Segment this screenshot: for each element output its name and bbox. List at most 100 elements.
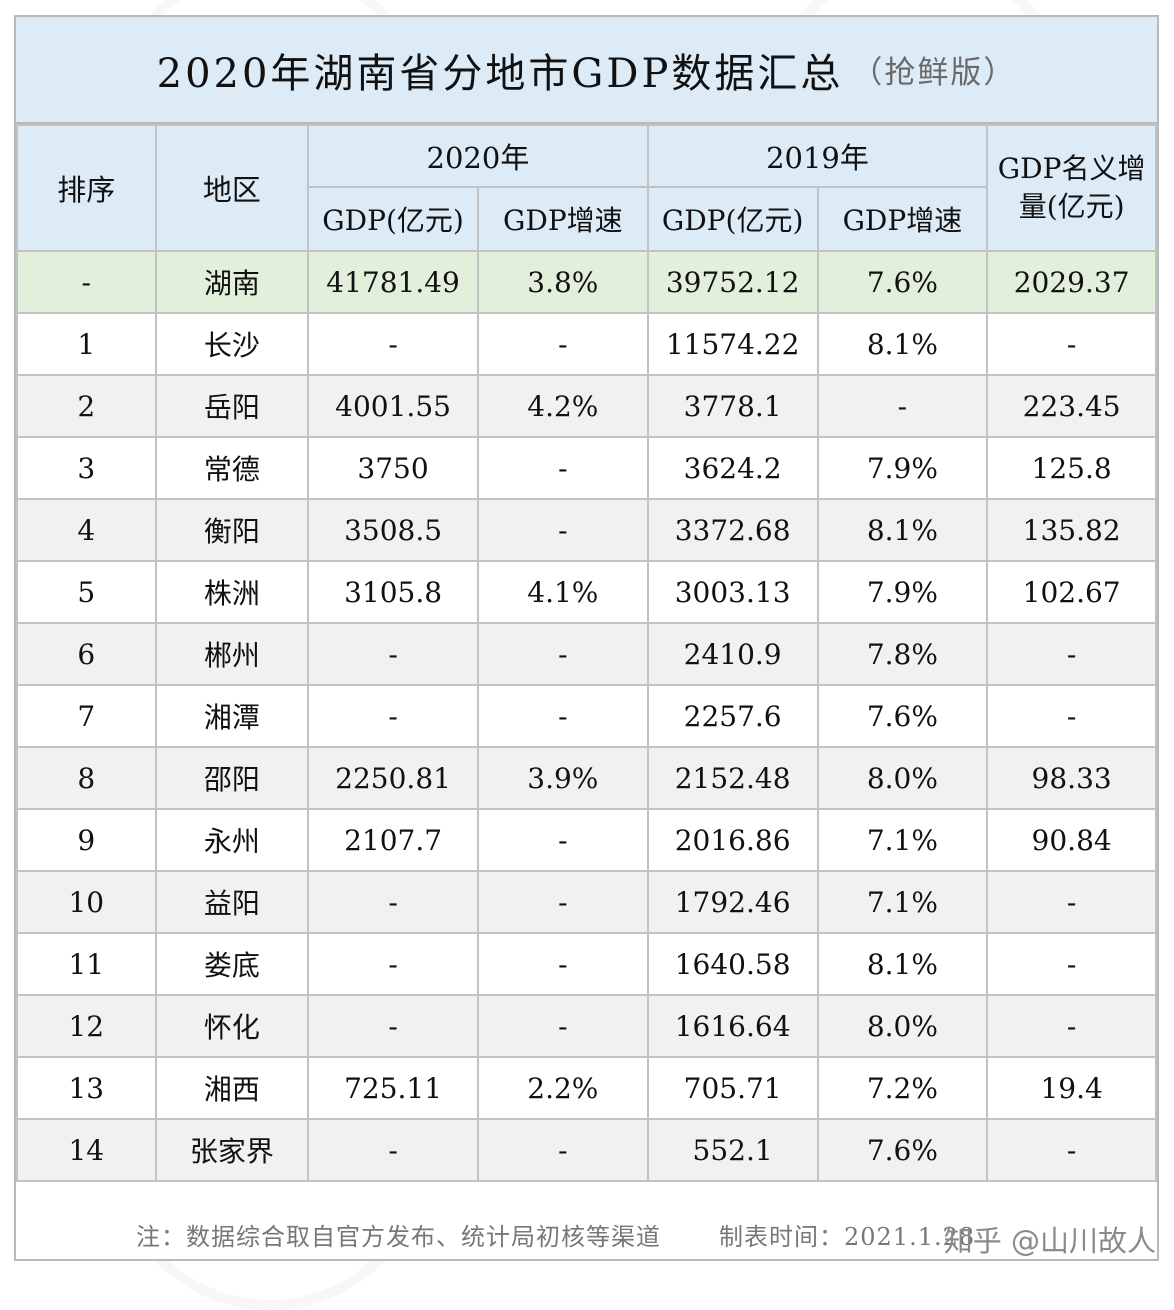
cell-growth-2019: - [816,374,989,438]
cell-gdp-2020: 4001.55 [307,374,479,438]
cell-gdp-2019: 3372.68 [646,498,819,562]
cell-nominal-increase: 90.84 [986,808,1157,872]
cell-gdp-2019: 552.1 [646,1118,819,1182]
table-row: 4 衡阳 3508.5-3372.68 8.1% 135.82 [16,498,1157,562]
cell-rank: 4 [16,498,157,562]
cell-nominal-increase: - [986,312,1157,376]
table-row: 13 湘西 725.11 2.2% 705.71 7.2% 19.4 [16,1056,1157,1120]
cell-nominal-increase: - [986,994,1157,1058]
cell-gdp-2020: - [307,994,479,1058]
cell-gdp-2019: 2257.6 [646,684,819,748]
cell-region: 岳阳 [154,374,310,438]
cell-growth-2020: - [476,808,649,872]
table-row: 12 怀化 - -1616.64 8.0% - [16,994,1157,1058]
cell-gdp-2020: - [307,622,479,686]
table-date: 制表时间：2021.1.28 [719,1223,976,1251]
cell-growth-2020: 3.9% [476,746,649,810]
table-row: 1 长沙 - -11574.22 8.1% - [16,312,1157,376]
header-region: 地区 [154,124,310,252]
header-nominal-increase: GDP名义增量(亿元) [986,124,1157,252]
cell-gdp-2019: 2152.48 [646,746,819,810]
cell-nominal-increase: 2029.37 [986,250,1157,314]
gdp-table: 排序 地区 2020年 2019年 GDP名义增量(亿元) GDP(亿元) GD… [16,124,1157,1182]
cell-nominal-increase: 223.45 [986,374,1157,438]
cell-gdp-2020: 3105.8 [307,560,479,624]
cell-growth-2019: 7.6% [816,1118,989,1182]
cell-growth-2019: 7.1% [816,870,989,934]
cell-nominal-increase: - [986,1118,1157,1182]
cell-gdp-2020: - [307,870,479,934]
cell-region: 长沙 [154,312,310,376]
table-row: 10 益阳 - -1792.46 7.1% - [16,870,1157,934]
cell-gdp-2019: 1616.64 [646,994,819,1058]
cell-gdp-2019: 1792.46 [646,870,819,934]
cell-rank: 8 [16,746,157,810]
cell-region: 湘潭 [154,684,310,748]
cell-growth-2020: 2.2% [476,1056,649,1120]
table-row: 14 张家界 - -552.1 7.6% - [16,1118,1157,1182]
cell-rank: 1 [16,312,157,376]
cell-gdp-2020: - [307,312,479,376]
cell-growth-2020: - [476,1118,649,1182]
cell-growth-2020: 4.2% [476,374,649,438]
header-growth-2020: GDP增速 [476,186,649,252]
cell-rank: 5 [16,560,157,624]
cell-rank: 10 [16,870,157,934]
cell-gdp-2019: 2410.9 [646,622,819,686]
cell-growth-2019: 7.2% [816,1056,989,1120]
cell-growth-2020: - [476,994,649,1058]
cell-growth-2019: 8.1% [816,312,989,376]
cell-region: 怀化 [154,994,310,1058]
cell-growth-2020: 3.8% [476,250,649,314]
cell-growth-2020: 4.1% [476,560,649,624]
cell-rank: 14 [16,1118,157,1182]
cell-nominal-increase: - [986,870,1157,934]
cell-region: 娄底 [154,932,310,996]
source-note: 注：数据综合取自官方发布、统计局初核等渠道 [136,1223,661,1251]
cell-growth-2020: - [476,870,649,934]
cell-growth-2019: 7.8% [816,622,989,686]
footer: 注：数据综合取自官方发布、统计局初核等渠道 制表时间：2021.1.28 [16,1210,1157,1259]
cell-gdp-2020: - [307,1118,479,1182]
page-subtitle: （抢鲜版） [851,55,1017,91]
table-row-province-total: - 湖南 41781.49 3.8% 39752.12 7.6% 2029.37 [16,250,1157,314]
cell-gdp-2019: 39752.12 [646,250,819,314]
cell-nominal-increase: 98.33 [986,746,1157,810]
table-row: 6 郴州 - -2410.9 7.8% - [16,622,1157,686]
cell-gdp-2019: 1640.58 [646,932,819,996]
cell-gdp-2020: - [307,932,479,996]
cell-growth-2020: - [476,436,649,500]
header-gdp-2019: GDP(亿元) [646,186,819,252]
cell-growth-2020: - [476,684,649,748]
cell-gdp-2020: 2107.7 [307,808,479,872]
header-year-2019: 2019年 [646,124,989,188]
header-year-2020: 2020年 [307,124,649,188]
header-rank: 排序 [16,124,157,252]
cell-region: 常德 [154,436,310,500]
cell-growth-2020: - [476,622,649,686]
title-bar: 2020年湖南省分地市GDP数据汇总 （抢鲜版） [16,17,1157,124]
header-growth-2019: GDP增速 [816,186,989,252]
cell-rank: 7 [16,684,157,748]
cell-gdp-2020: 41781.49 [307,250,479,314]
cell-rank: - [16,250,157,314]
table-row: 5 株洲 3105.8 4.1% 3003.13 7.9% 102.67 [16,560,1157,624]
cell-gdp-2019: 3624.2 [646,436,819,500]
cell-growth-2019: 8.0% [816,746,989,810]
table-row: 3 常德 3750-3624.2 7.9% 125.8 [16,436,1157,500]
header-gdp-2020: GDP(亿元) [307,186,479,252]
table-row: 7 湘潭 - -2257.6 7.6% - [16,684,1157,748]
cell-gdp-2019: 705.71 [646,1056,819,1120]
cell-nominal-increase: - [986,622,1157,686]
cell-rank: 9 [16,808,157,872]
table-body: - 湖南 41781.49 3.8% 39752.12 7.6% 2029.37 1 长沙 - -1… [16,250,1157,1182]
cell-nominal-increase: 102.67 [986,560,1157,624]
cell-gdp-2020: - [307,684,479,748]
cell-region: 衡阳 [154,498,310,562]
cell-gdp-2019: 3003.13 [646,560,819,624]
cell-region: 永州 [154,808,310,872]
cell-nominal-increase: - [986,932,1157,996]
cell-gdp-2019: 3778.1 [646,374,819,438]
cell-region: 张家界 [154,1118,310,1182]
page-title: 2020年湖南省分地市GDP数据汇总 [156,50,844,97]
